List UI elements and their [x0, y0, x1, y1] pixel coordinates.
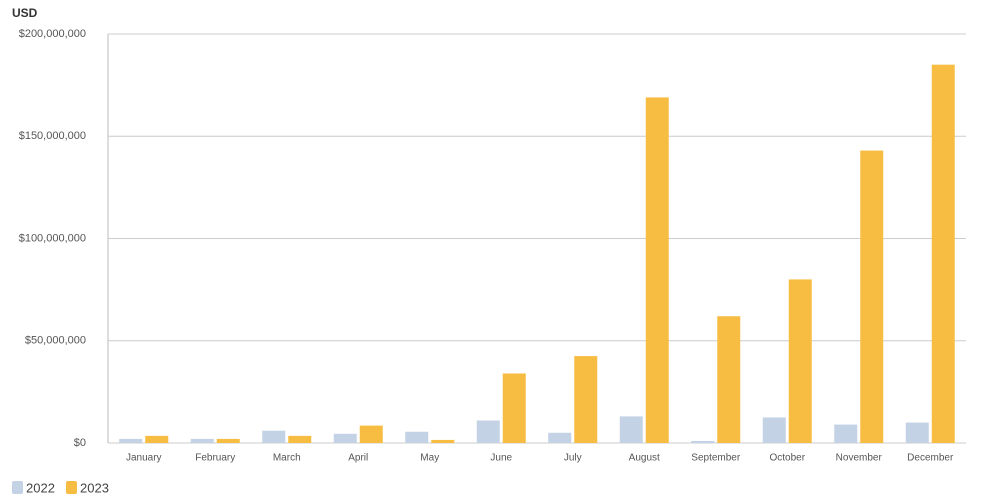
bar — [931, 64, 955, 444]
bar — [119, 438, 143, 443]
bar — [905, 422, 929, 443]
bar — [431, 439, 455, 443]
bar — [145, 435, 169, 443]
x-tick-label: October — [769, 453, 805, 464]
bar — [574, 356, 598, 443]
bar — [762, 417, 786, 443]
bar — [216, 438, 240, 443]
bar — [262, 430, 286, 443]
bar — [788, 279, 812, 443]
bar — [190, 438, 214, 443]
y-tick-label: $50,000,000 — [25, 335, 86, 347]
x-tick-label: November — [836, 453, 883, 464]
x-tick-label: February — [195, 453, 235, 464]
legend-swatch — [12, 481, 23, 494]
bar — [717, 316, 741, 443]
x-tick-label: May — [420, 453, 439, 464]
x-tick-label: March — [273, 453, 301, 464]
x-tick-label: September — [691, 453, 741, 464]
bar — [288, 435, 312, 443]
bar — [333, 433, 357, 443]
x-tick-label: April — [348, 453, 368, 464]
bar — [834, 424, 858, 443]
y-tick-label: $200,000,000 — [19, 28, 86, 40]
x-tick-label: July — [564, 453, 582, 464]
y-tick-label: $0 — [74, 437, 86, 449]
bar — [476, 420, 500, 443]
legend-swatch — [66, 481, 77, 494]
bar — [359, 425, 383, 443]
bar — [548, 432, 572, 443]
bar — [691, 440, 715, 443]
y-tick-label: $100,000,000 — [19, 232, 86, 244]
legend-label: 2022 — [26, 480, 55, 495]
legend-label: 2023 — [80, 480, 109, 495]
x-tick-label: January — [126, 453, 162, 464]
y-axis-title: USD — [12, 6, 38, 20]
bar — [645, 97, 669, 444]
x-tick-label: August — [629, 453, 660, 464]
bar — [405, 431, 429, 443]
x-tick-label: December — [907, 453, 954, 464]
x-tick-label: June — [490, 453, 512, 464]
bar — [502, 373, 526, 443]
bar — [860, 150, 884, 443]
y-tick-label: $150,000,000 — [19, 130, 86, 142]
bar — [619, 416, 643, 443]
